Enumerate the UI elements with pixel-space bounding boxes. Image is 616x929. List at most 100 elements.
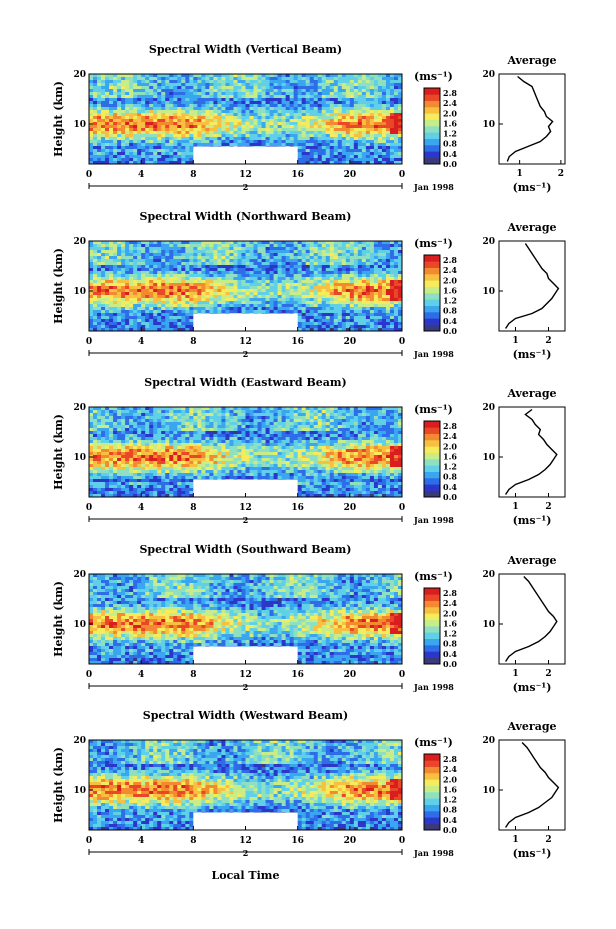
heatmap-cell [229, 259, 234, 263]
heatmap-cell [165, 158, 170, 162]
heatmap-cell [145, 125, 150, 129]
heatmap-cell [285, 77, 291, 81]
heatmap-cell [269, 122, 274, 126]
heatmap-cell [209, 298, 214, 302]
heatmap-cell [109, 265, 114, 269]
heatmap-cell [385, 241, 391, 245]
heatmap-cell [341, 74, 347, 78]
heatmap-cell [305, 259, 311, 263]
heatmap-cell [177, 310, 182, 314]
heatmap-cell [321, 83, 327, 87]
heatmap-cell [129, 158, 134, 162]
heatmap-cell [341, 101, 347, 105]
heatmap-cell [221, 116, 226, 120]
heatmap-cell [169, 244, 174, 248]
heatmap-cell [293, 86, 299, 90]
heatmap-cell [117, 295, 122, 299]
heatmap-cell [325, 268, 331, 272]
heatmap-cell [337, 128, 343, 132]
heatmap-cell [241, 140, 246, 144]
heatmap-cell [261, 140, 266, 144]
heatmap-cell [301, 119, 307, 123]
heatmap-cell [245, 247, 250, 251]
heatmap-cell [397, 304, 403, 308]
heatmap-cell [269, 137, 274, 141]
heatmap-cell [93, 325, 98, 329]
heatmap-cell [181, 110, 186, 114]
heatmap-cell [329, 107, 335, 111]
heatmap-cell [317, 325, 323, 329]
heatmap-cell [109, 161, 114, 165]
heatmap-cell [153, 128, 158, 132]
heatmap-cell [345, 289, 351, 293]
heatmap-cell [93, 295, 98, 299]
heatmap-cell [273, 137, 278, 141]
heatmap-cell [149, 158, 154, 162]
heatmap-cell [277, 298, 283, 302]
heatmap-cell [169, 313, 174, 317]
heatmap-cell [285, 101, 291, 105]
heatmap-cell [165, 259, 170, 263]
heatmap-cell [137, 131, 142, 135]
heatmap-cell [281, 122, 287, 126]
heatmap-cell [181, 155, 186, 159]
heatmap-cell [217, 140, 222, 144]
heatmap-cell [369, 280, 375, 284]
heatmap-cell [381, 137, 387, 141]
heatmap-cell [389, 137, 395, 141]
heatmap-cell [209, 268, 214, 272]
heatmap-cell [369, 325, 375, 329]
heatmap-cell [237, 262, 242, 266]
heatmap-cell [365, 128, 371, 132]
heatmap-cell [217, 95, 222, 99]
heatmap-cell [121, 283, 126, 287]
heatmap-cell [309, 152, 315, 156]
heatmap-cell [93, 125, 98, 129]
heatmap-cell [93, 274, 98, 278]
heatmap-cell [157, 113, 162, 117]
heatmap-cell [197, 277, 202, 281]
heatmap-cell [293, 125, 299, 129]
heatmap-cell [305, 161, 311, 165]
heatmap-cell [309, 134, 315, 138]
heatmap-cell [129, 80, 134, 84]
heatmap-cell [297, 319, 303, 323]
heatmap-cell [265, 277, 270, 281]
heatmap-cell [157, 289, 162, 293]
heatmap-cell [157, 247, 162, 251]
heatmap-cell [125, 122, 130, 126]
heatmap-cell [137, 298, 142, 302]
heatmap-cell [313, 407, 319, 411]
heatmap-cell [105, 149, 110, 153]
heatmap-cell [389, 271, 395, 275]
heatmap-cell [185, 328, 190, 332]
heatmap-cell [217, 256, 222, 260]
heatmap-cell [97, 328, 102, 332]
heatmap-cell [225, 259, 230, 263]
heatmap-cell [117, 259, 122, 263]
heatmap-cell [93, 256, 98, 260]
heatmap-cell [269, 83, 274, 87]
heatmap-cell [249, 247, 254, 251]
heatmap-cell [365, 274, 371, 278]
heatmap-cell [337, 161, 343, 165]
heatmap-cell [285, 259, 291, 263]
heatmap-cell [377, 161, 383, 165]
heatmap-cell [277, 250, 283, 254]
heatmap-cell [305, 268, 311, 272]
heatmap-cell [185, 137, 190, 141]
heatmap-cell [145, 250, 150, 254]
heatmap-cell [365, 271, 371, 275]
heatmap-cell [233, 83, 238, 87]
heatmap-cell [157, 410, 162, 414]
heatmap-cell [317, 155, 323, 159]
heatmap-cell [385, 116, 391, 120]
heatmap-cell [361, 116, 367, 120]
heatmap-cell [225, 140, 230, 144]
heatmap-cell [229, 295, 234, 299]
heatmap-cell [269, 250, 274, 254]
heatmap-cell [317, 313, 323, 317]
heatmap-cell [197, 413, 202, 417]
heatmap-cell [389, 322, 395, 326]
heatmap-cell [265, 244, 270, 248]
